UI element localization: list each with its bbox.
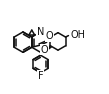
Text: O: O [46, 31, 53, 41]
Text: OH: OH [70, 30, 85, 40]
Text: N: N [37, 27, 44, 37]
Text: F: F [38, 71, 43, 81]
Text: O: O [41, 45, 48, 55]
